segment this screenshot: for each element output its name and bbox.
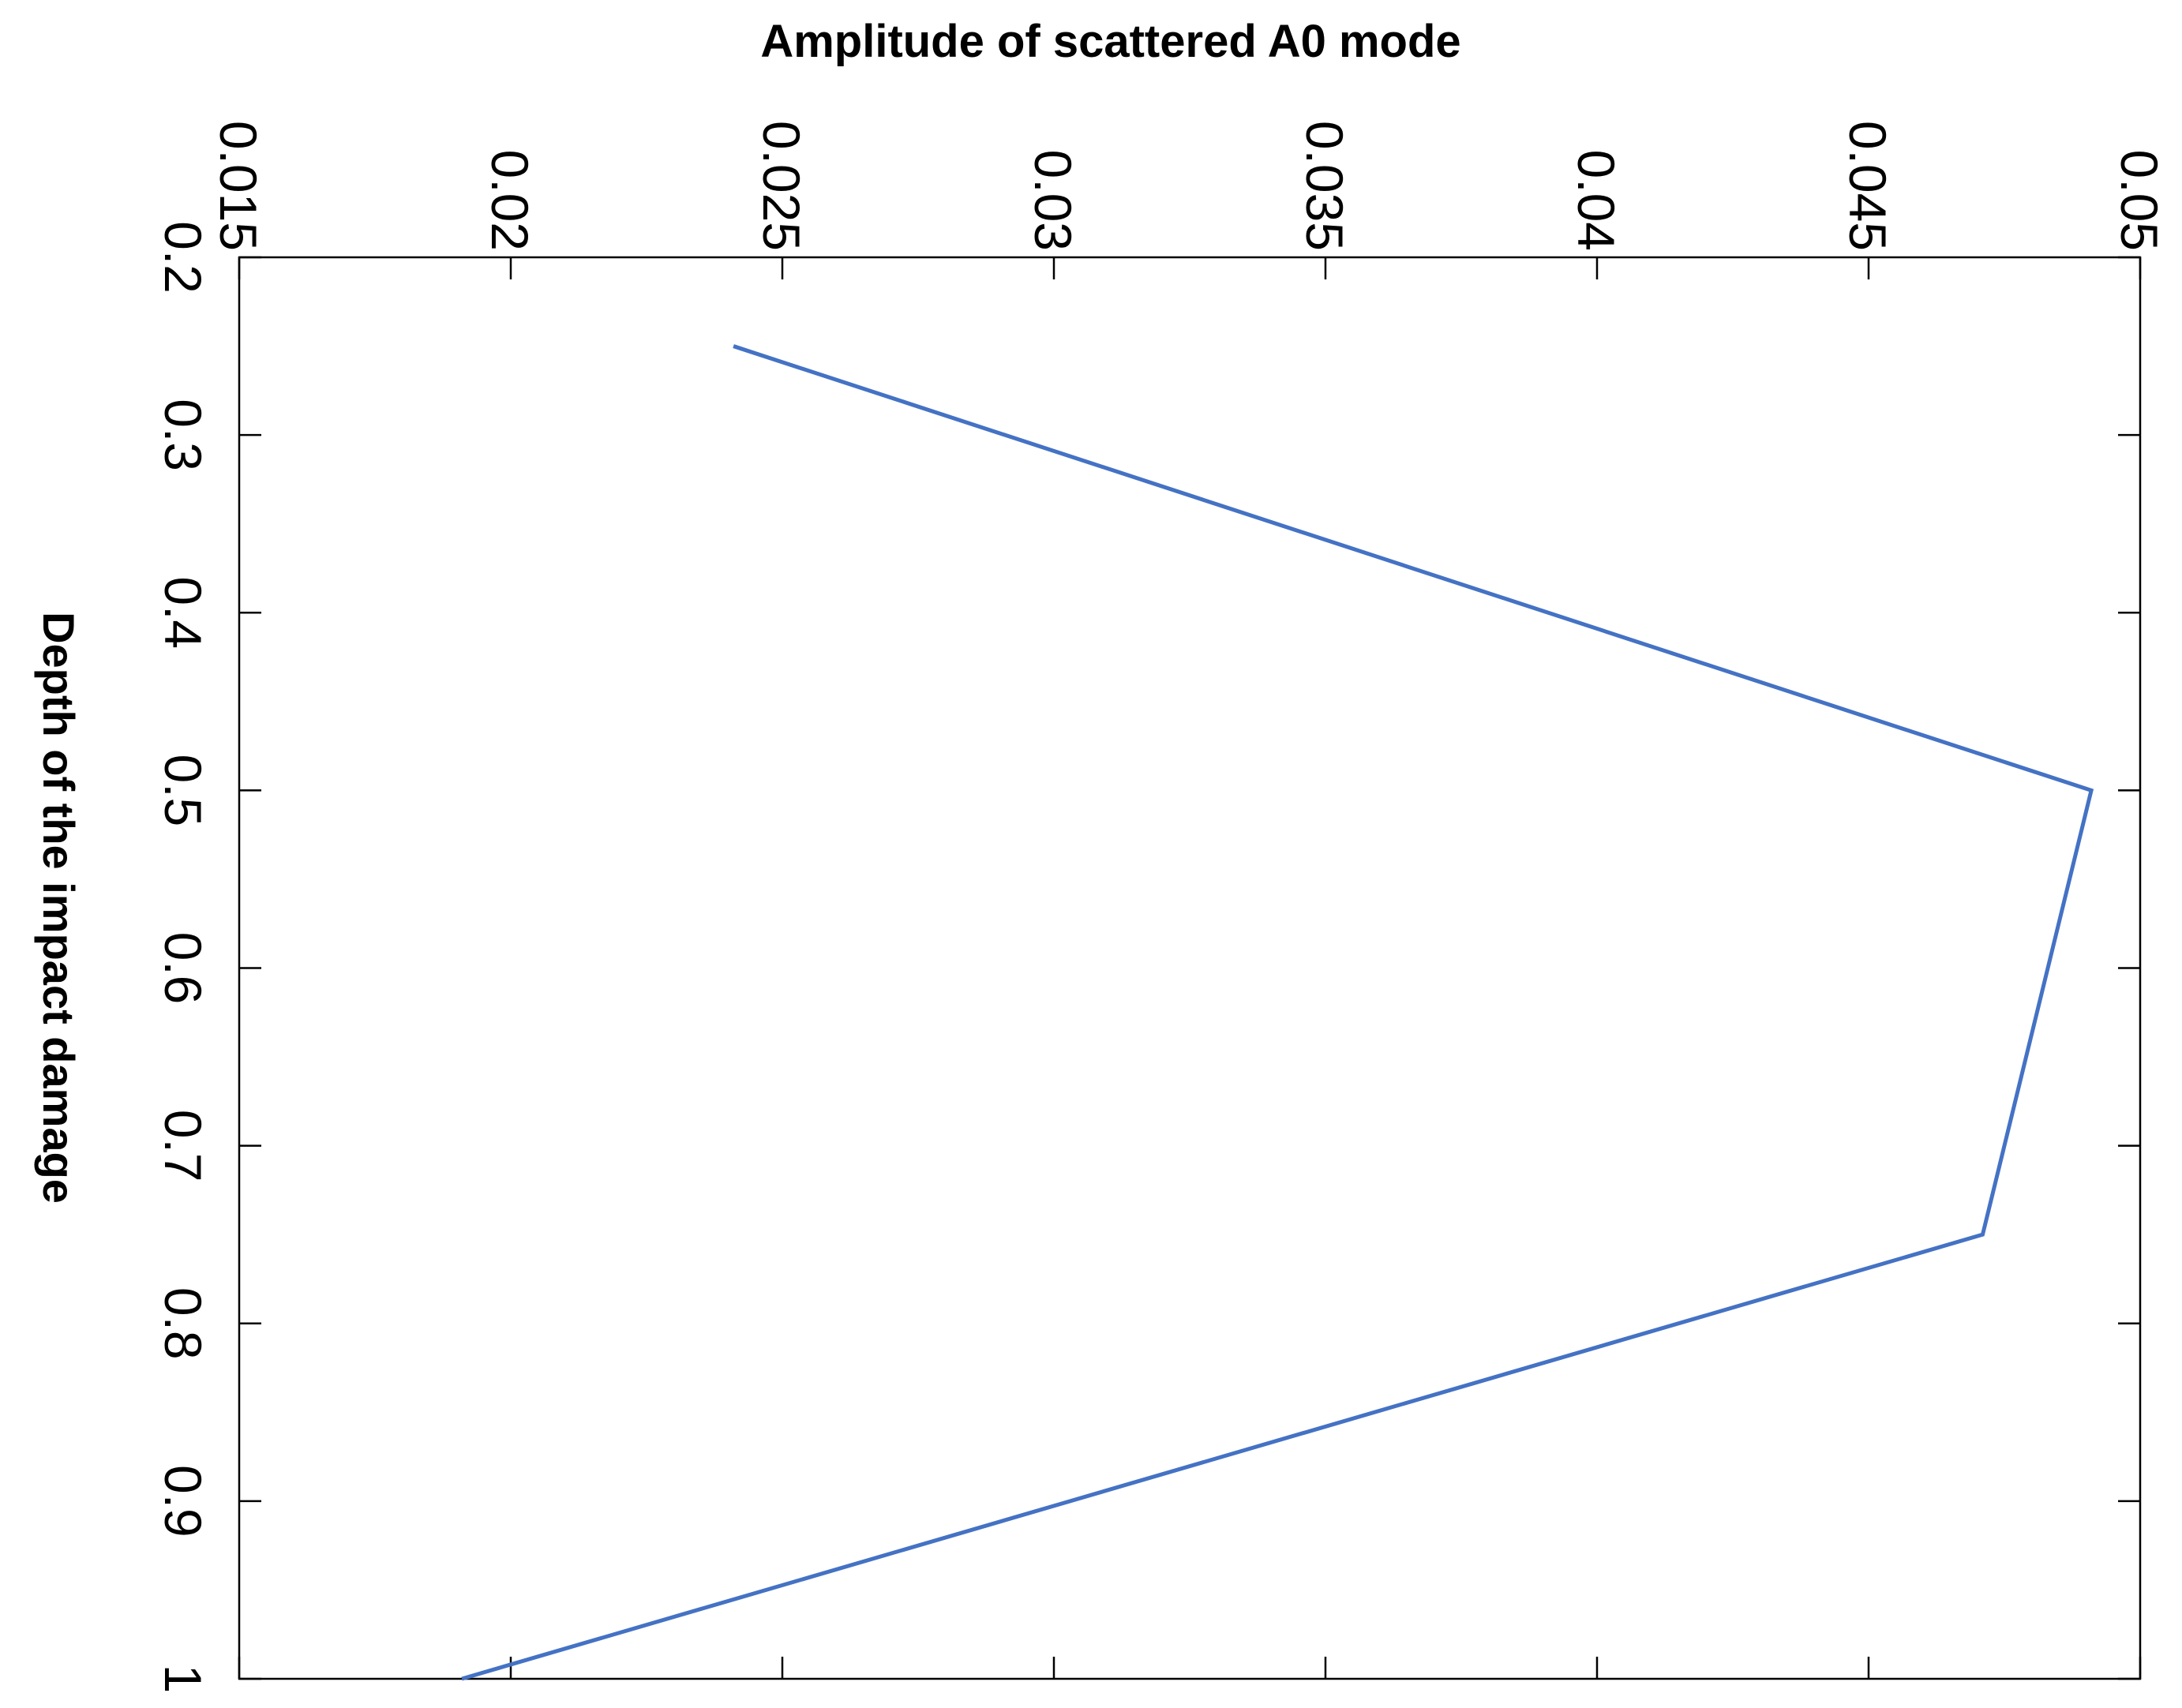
x-tick-label: 0.4 bbox=[154, 576, 212, 649]
x-tick-label: 1 bbox=[154, 1665, 212, 1694]
data-line bbox=[461, 344, 2094, 1681]
y-tick-label: 0.03 bbox=[1024, 150, 1082, 251]
x-tick-label: 0.2 bbox=[154, 221, 212, 294]
x-tick-label: 0.3 bbox=[154, 399, 212, 471]
chart-title: Amplitude of scattered A0 mode bbox=[760, 16, 1460, 67]
y-tick-label: 0.025 bbox=[752, 121, 811, 251]
x-tick-label: 0.8 bbox=[154, 1287, 212, 1360]
x-tick-label: 0.9 bbox=[154, 1465, 212, 1538]
y-tick-label: 0.04 bbox=[1567, 150, 1625, 251]
y-tick-label: 0.02 bbox=[481, 150, 539, 251]
y-tick-label: 0.015 bbox=[209, 121, 268, 251]
x-axis-label: Depth of the impact damage bbox=[34, 612, 84, 1204]
y-tick-label: 0.035 bbox=[1295, 121, 1354, 251]
x-tick-label: 0.6 bbox=[154, 932, 212, 1005]
y-tick-label: 0.045 bbox=[1839, 121, 1897, 251]
x-tick-label: 0.7 bbox=[154, 1110, 212, 1182]
x-tick-label: 0.5 bbox=[154, 755, 212, 827]
y-tick-label: 0.05 bbox=[2110, 150, 2169, 251]
